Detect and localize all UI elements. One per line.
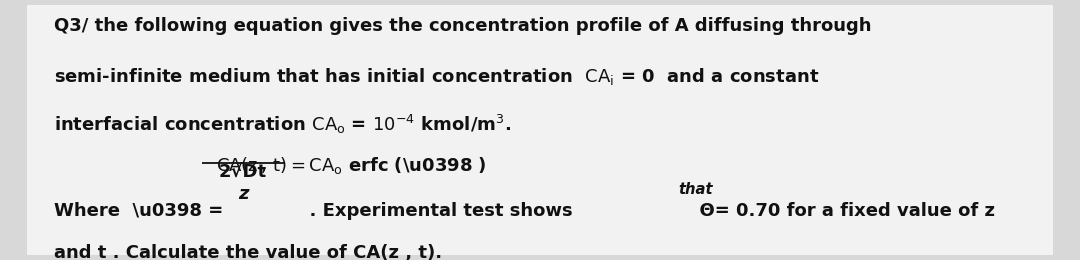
Text: that: that xyxy=(678,182,713,197)
FancyBboxPatch shape xyxy=(27,5,1053,255)
Text: semi-infinite medium that has initial concentration  $\mathrm{CA_i}$ = 0  and a : semi-infinite medium that has initial co… xyxy=(54,66,820,87)
Text: $\mathrm{CA(z\,,\,t) = CA_o}$ erfc (\u0398 ): $\mathrm{CA(z\,,\,t) = CA_o}$ erfc (\u03… xyxy=(216,155,487,176)
Text: 2√Dt: 2√Dt xyxy=(219,162,267,180)
Text: Where  \u0398 =: Where \u0398 = xyxy=(54,202,224,219)
Text: interfacial concentration $\mathrm{CA_o}$ = $10^{-4}$ kmol/m$^3$.: interfacial concentration $\mathrm{CA_o}… xyxy=(54,113,511,136)
Text: Q3/ the following equation gives the concentration profile of A diffusing throug: Q3/ the following equation gives the con… xyxy=(54,17,872,35)
Text: z: z xyxy=(238,185,248,203)
Text: Θ= 0.70 for a fixed value of z: Θ= 0.70 for a fixed value of z xyxy=(687,202,995,219)
Text: and t . Calculate the value of CA(z , t).: and t . Calculate the value of CA(z , t)… xyxy=(54,244,442,260)
Text: . Experimental test shows: . Experimental test shows xyxy=(297,202,572,219)
